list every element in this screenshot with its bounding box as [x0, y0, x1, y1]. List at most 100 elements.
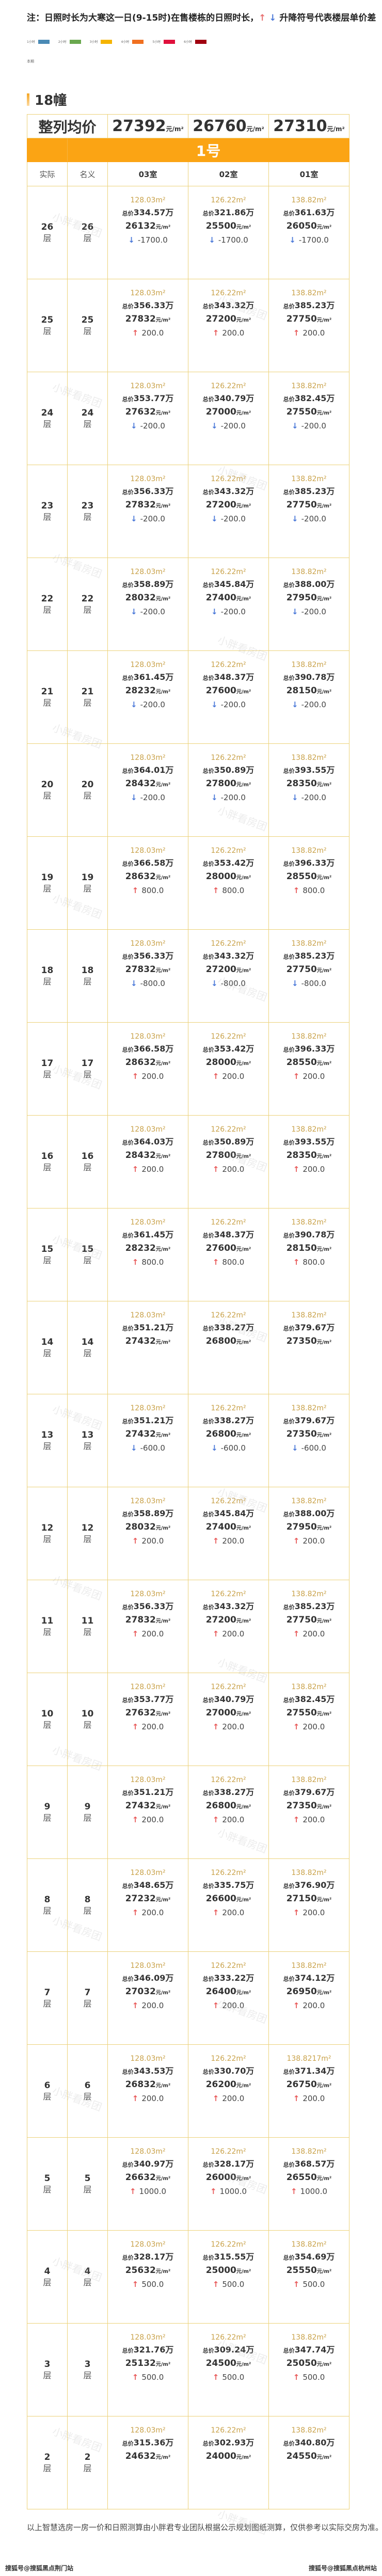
arrow-down-icon: ↓ [211, 421, 218, 431]
unit-cell[interactable]: 126.22m² 总价343.32万 27200元/m² ↑ 200.0 [188, 1580, 269, 1673]
floor-suffix: 层 [43, 976, 52, 987]
unit-cell[interactable]: 138.82m² 总价379.67万 27350元/m² ↑ 200.0 [268, 1766, 350, 1859]
unit-cell[interactable]: 138.82m² 总价354.69万 25550元/m² ↑ 500.0 [268, 2230, 350, 2324]
unit-cell[interactable]: 138.82m² 总价379.67万 27350元/m² [268, 1301, 350, 1394]
unit-cell[interactable]: 126.22m² 总价333.22万 26400元/m² ↑ 200.0 [188, 1951, 269, 2045]
unit-area: 128.03m² [130, 661, 166, 669]
unit-cell[interactable]: 128.03m² 总价356.33万 27832元/m² ↑ 200.0 [107, 279, 189, 372]
unit-cell[interactable]: 138.82m² 总价376.90万 27150元/m² ↑ 200.0 [268, 1858, 350, 1952]
unit-cell[interactable]: 126.22m² 总价335.75万 26600元/m² ↑ 200.0 [188, 1858, 269, 1952]
unit-price: 27550元/m² [269, 1707, 349, 1721]
diff-value: -200.0 [220, 700, 246, 709]
unit-cell[interactable]: 128.03m² 总价353.77万 27632元/m² ↓ -200.0 [107, 372, 189, 465]
unit-cell[interactable]: 128.03m² 总价366.58万 28632元/m² ↑ 200.0 [107, 1022, 189, 1116]
unit-cell[interactable]: 128.03m² 总价358.89万 28032元/m² ↑ 200.0 [107, 1487, 189, 1580]
price-value: 28000 [205, 1057, 236, 1068]
total-value: 333.22 [214, 1973, 246, 1983]
unit-cell[interactable]: 128.03m² 总价358.89万 28032元/m² ↓ -200.0 [107, 558, 189, 651]
diff-value: -200.0 [140, 514, 165, 523]
unit-cell[interactable]: 126.22m² 总价348.37万 27600元/m² ↑ 800.0 [188, 1208, 269, 1301]
unit-cell[interactable]: 126.22m² 总价328.17万 26000元/m² ↑ 1000.0 [188, 2137, 269, 2231]
unit-cell[interactable]: 138.82m² 总价393.55万 28350元/m² ↓ -200.0 [268, 743, 350, 837]
unit-cell[interactable]: 128.03m² 总价348.65万 27232元/m² ↑ 200.0 [107, 1858, 189, 1952]
unit-cell[interactable]: 128.03m² 总价356.33万 27832元/m² ↓ -200.0 [107, 465, 189, 558]
unit-cell[interactable]: 138.82m² 总价396.33万 28550元/m² ↑ 800.0 [268, 836, 350, 930]
total-suffix: 万 [246, 2159, 254, 2169]
unit-cell[interactable]: 128.03m² 总价361.45万 28232元/m² ↓ -200.0 [107, 650, 189, 744]
unit-cell[interactable]: 126.22m² 总价343.32万 27200元/m² ↓ -200.0 [188, 465, 269, 558]
unit-cell[interactable]: 138.82m² 总价340.80万 24550元/m² [268, 2416, 350, 2509]
unit-cell[interactable]: 128.03m² 总价321.76万 25132元/m² ↑ 500.0 [107, 2323, 189, 2416]
total-suffix: 万 [246, 1508, 254, 1518]
unit-cell[interactable]: 138.82m² 总价388.00万 27950元/m² ↓ -200.0 [268, 558, 350, 651]
unit-cell[interactable]: 126.22m² 总价302.93万 24000元/m² [188, 2416, 269, 2509]
unit-cell[interactable]: 138.82m² 总价374.12万 26950元/m² ↑ 200.0 [268, 1951, 350, 2045]
unit-cell[interactable]: 138.82m² 总价382.45万 27550元/m² ↓ -200.0 [268, 372, 350, 465]
unit-cell[interactable]: 128.03m² 总价328.17万 25632元/m² ↑ 500.0 [107, 2230, 189, 2324]
unit-cell[interactable]: 138.82m² 总价379.67万 27350元/m² ↓ -600.0 [268, 1394, 350, 1487]
unit-cell[interactable]: 126.22m² 总价338.27万 26800元/m² ↓ -600.0 [188, 1394, 269, 1487]
unit-cell[interactable]: 126.22m² 总价343.32万 27200元/m² ↑ 200.0 [188, 279, 269, 372]
unit-cell[interactable]: 128.03m² 总价366.58万 28632元/m² ↑ 800.0 [107, 836, 189, 930]
unit-cell[interactable]: 138.82m² 总价385.23万 27750元/m² ↑ 200.0 [268, 279, 350, 372]
unit-cell[interactable]: 138.82m² 总价390.78万 28150元/m² ↑ 800.0 [268, 1208, 350, 1301]
unit-cell[interactable]: 128.03m² 总价351.21万 27432元/m² ↑ 200.0 [107, 1766, 189, 1859]
unit-cell[interactable]: 128.03m² 总价356.33万 27832元/m² ↓ -800.0 [107, 929, 189, 1023]
unit-cell[interactable]: 138.82m² 总价388.00万 27950元/m² ↑ 200.0 [268, 1487, 350, 1580]
price-value: 27800 [205, 778, 236, 789]
unit-cell[interactable]: 126.22m² 总价348.37万 27600元/m² ↓ -200.0 [188, 650, 269, 744]
total-suffix: 万 [326, 858, 335, 868]
unit-cell[interactable]: 126.22m² 总价350.89万 27800元/m² ↓ -200.0 [188, 743, 269, 837]
unit-cell[interactable]: 138.82m² 总价382.45万 27550元/m² ↑ 200.0 [268, 1673, 350, 1766]
unit-cell[interactable]: 126.22m² 总价315.55万 25000元/m² ↑ 500.0 [188, 2230, 269, 2324]
unit-cell[interactable]: 126.22m² 总价321.86万 25500元/m² ↓ -1700.0 [188, 186, 269, 279]
total-suffix: 万 [326, 2345, 335, 2355]
arrow-up-icon: ↑ [212, 1258, 219, 1267]
unit-cell[interactable]: 126.22m² 总价338.27万 26800元/m² ↑ 200.0 [188, 1766, 269, 1859]
nominal-floor: 11 层 [67, 1580, 108, 1673]
unit-cell[interactable]: 126.22m² 总价350.89万 27800元/m² ↑ 200.0 [188, 1115, 269, 1209]
arrow-up-icon: ↑ [132, 2373, 139, 2382]
unit-cell[interactable]: 126.22m² 总价309.24万 24500元/m² ↑ 500.0 [188, 2323, 269, 2416]
unit-cell[interactable]: 126.22m² 总价330.70万 26200元/m² ↑ 200.0 [188, 2044, 269, 2138]
unit-cell[interactable]: 138.82m² 总价361.63万 26050元/m² ↓ -1700.0 [268, 186, 350, 279]
unit-cell[interactable]: 128.03m² 总价351.21万 27432元/m² ↓ -600.0 [107, 1394, 189, 1487]
floor-price-diff: ↑ 200.0 [269, 1721, 349, 1733]
diff-value: 200.0 [222, 1072, 245, 1081]
unit-cell[interactable]: 138.82m² 总价393.55万 28350元/m² ↑ 200.0 [268, 1115, 350, 1209]
unit-cell[interactable]: 126.22m² 总价340.79万 27000元/m² ↑ 200.0 [188, 1673, 269, 1766]
price-value: 27632 [125, 1708, 156, 1718]
unit-price: 27200元/m² [188, 963, 268, 977]
unit-cell[interactable]: 128.03m² 总价351.21万 27432元/m² [107, 1301, 189, 1394]
unit-cell[interactable]: 128.03m² 总价356.33万 27832元/m² ↑ 200.0 [107, 1580, 189, 1673]
unit-cell[interactable]: 138.82m² 总价385.23万 27750元/m² ↓ -800.0 [268, 929, 350, 1023]
unit-cell[interactable]: 128.03m² 总价315.36万 24632元/m² [107, 2416, 189, 2509]
unit-cell[interactable]: 128.03m² 总价364.03万 28432元/m² ↑ 200.0 [107, 1115, 189, 1209]
unit-cell[interactable]: 128.03m² 总价334.57万 26132元/m² ↓ -1700.0 [107, 186, 189, 279]
unit-cell[interactable]: 126.22m² 总价338.27万 26800元/m² [188, 1301, 269, 1394]
unit-cell[interactable]: 126.22m² 总价353.42万 28000元/m² ↑ 200.0 [188, 1022, 269, 1116]
unit-cell[interactable]: 138.82m² 总价385.23万 27750元/m² ↑ 200.0 [268, 1580, 350, 1673]
unit-cell[interactable]: 138.82m² 总价385.23万 27750元/m² ↓ -200.0 [268, 465, 350, 558]
unit-cell[interactable]: 138.82m² 总价390.78万 28150元/m² ↓ -200.0 [268, 650, 350, 744]
floor-suffix: 层 [43, 1348, 52, 1358]
unit-cell[interactable]: 138.8217m² 总价371.34万 26750元/m² ↑ 200.0 [268, 2044, 350, 2138]
unit-cell[interactable]: 138.82m² 总价347.74万 25050元/m² ↑ 500.0 [268, 2323, 350, 2416]
unit-cell[interactable]: 138.82m² 总价396.33万 28550元/m² ↑ 200.0 [268, 1022, 350, 1116]
unit-cell[interactable]: 126.22m² 总价340.79万 27000元/m² ↓ -200.0 [188, 372, 269, 465]
unit-cell[interactable]: 128.03m² 总价353.77万 27632元/m² ↑ 200.0 [107, 1673, 189, 1766]
total-value: 374.12 [294, 1973, 327, 1983]
unit-cell[interactable]: 128.03m² 总价343.53万 26832元/m² ↑ 200.0 [107, 2044, 189, 2138]
total-price: 总价350.89万 [188, 764, 268, 777]
unit-cell[interactable]: 126.22m² 总价345.84万 27400元/m² ↓ -200.0 [188, 558, 269, 651]
unit-cell[interactable]: 138.82m² 总价368.57万 26550元/m² ↑ 1000.0 [268, 2137, 350, 2231]
unit-cell[interactable]: 128.03m² 总价364.01万 28432元/m² ↓ -200.0 [107, 743, 189, 837]
unit-cell[interactable]: 128.03m² 总价346.09万 27032元/m² ↑ 200.0 [107, 1951, 189, 2045]
unit-cell[interactable]: 126.22m² 总价353.42万 28000元/m² ↑ 800.0 [188, 836, 269, 930]
arrow-up-icon: ↑ [259, 13, 266, 23]
unit-cell[interactable]: 126.22m² 总价343.32万 27200元/m² ↓ -800.0 [188, 929, 269, 1023]
unit-cell[interactable]: 128.03m² 总价340.97万 26632元/m² ↑ 1000.0 [107, 2137, 189, 2231]
unit-cell[interactable]: 128.03m² 总价361.45万 28232元/m² ↑ 800.0 [107, 1208, 189, 1301]
unit-cell[interactable]: 126.22m² 总价345.84万 27400元/m² ↑ 200.0 [188, 1487, 269, 1580]
